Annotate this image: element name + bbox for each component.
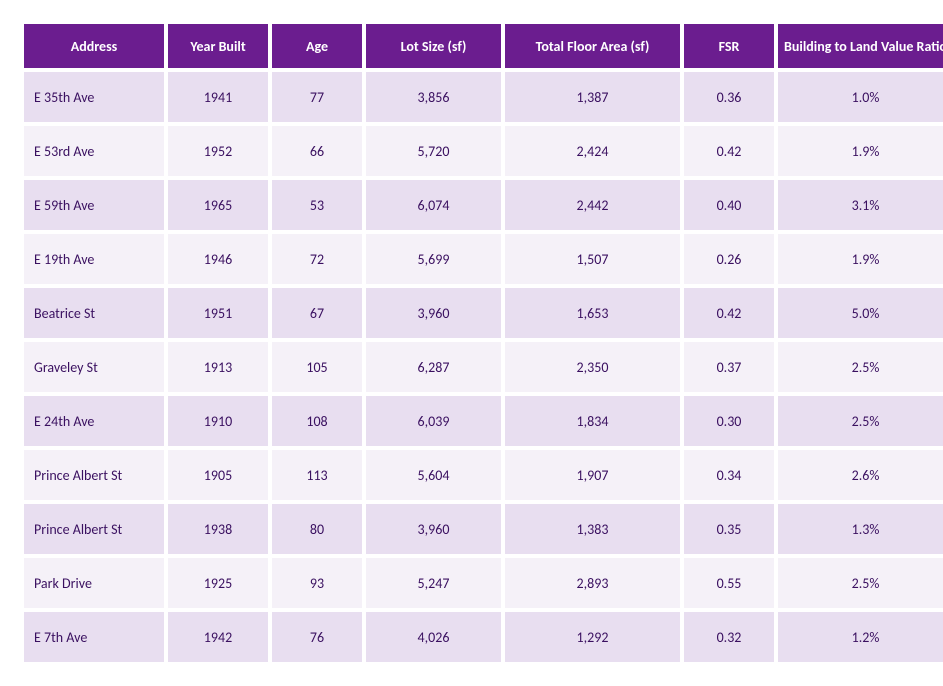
cell-address: E 53rd Ave — [24, 126, 164, 176]
cell-ratio: 1.0% — [778, 72, 943, 122]
cell-ratio: 1.2% — [778, 612, 943, 662]
table-row: E 19th Ave1946725,6991,5070.261.9% — [24, 234, 943, 284]
cell-floorArea: 1,292 — [505, 612, 680, 662]
cell-age: 53 — [272, 180, 362, 230]
cell-lotSize: 6,039 — [366, 396, 501, 446]
cell-lotSize: 5,699 — [366, 234, 501, 284]
cell-age: 77 — [272, 72, 362, 122]
cell-fsr: 0.55 — [684, 558, 774, 608]
cell-yearBuilt: 1905 — [168, 450, 268, 500]
cell-age: 80 — [272, 504, 362, 554]
cell-ratio: 2.5% — [778, 342, 943, 392]
table-row: Prince Albert St1938803,9601,3830.351.3% — [24, 504, 943, 554]
cell-yearBuilt: 1951 — [168, 288, 268, 338]
cell-age: 108 — [272, 396, 362, 446]
cell-address: E 7th Ave — [24, 612, 164, 662]
cell-fsr: 0.37 — [684, 342, 774, 392]
cell-lotSize: 5,247 — [366, 558, 501, 608]
cell-floorArea: 2,424 — [505, 126, 680, 176]
cell-floorArea: 1,834 — [505, 396, 680, 446]
table-row: E 59th Ave1965536,0742,4420.403.1% — [24, 180, 943, 230]
column-header-fsr: FSR — [684, 24, 774, 68]
cell-ratio: 2.6% — [778, 450, 943, 500]
cell-yearBuilt: 1941 — [168, 72, 268, 122]
cell-fsr: 0.42 — [684, 288, 774, 338]
column-header-age: Age — [272, 24, 362, 68]
column-header-floorArea: Total Floor Area (sf) — [505, 24, 680, 68]
cell-ratio: 5.0% — [778, 288, 943, 338]
table-row: E 24th Ave19101086,0391,8340.302.5% — [24, 396, 943, 446]
cell-address: Park Drive — [24, 558, 164, 608]
cell-address: Graveley St — [24, 342, 164, 392]
cell-lotSize: 3,856 — [366, 72, 501, 122]
cell-yearBuilt: 1946 — [168, 234, 268, 284]
column-header-lotSize: Lot Size (sf) — [366, 24, 501, 68]
cell-fsr: 0.30 — [684, 396, 774, 446]
cell-ratio: 1.9% — [778, 126, 943, 176]
cell-address: E 35th Ave — [24, 72, 164, 122]
cell-ratio: 3.1% — [778, 180, 943, 230]
cell-address: Beatrice St — [24, 288, 164, 338]
cell-floorArea: 1,907 — [505, 450, 680, 500]
cell-yearBuilt: 1942 — [168, 612, 268, 662]
cell-address: E 24th Ave — [24, 396, 164, 446]
cell-floorArea: 1,387 — [505, 72, 680, 122]
cell-yearBuilt: 1913 — [168, 342, 268, 392]
cell-floorArea: 2,442 — [505, 180, 680, 230]
cell-fsr: 0.32 — [684, 612, 774, 662]
cell-lotSize: 5,604 — [366, 450, 501, 500]
table-row: E 35th Ave1941773,8561,3870.361.0% — [24, 72, 943, 122]
cell-ratio: 1.3% — [778, 504, 943, 554]
table-row: E 53rd Ave1952665,7202,4240.421.9% — [24, 126, 943, 176]
cell-address: E 19th Ave — [24, 234, 164, 284]
cell-address: E 59th Ave — [24, 180, 164, 230]
cell-fsr: 0.26 — [684, 234, 774, 284]
cell-floorArea: 1,653 — [505, 288, 680, 338]
cell-lotSize: 3,960 — [366, 504, 501, 554]
cell-age: 72 — [272, 234, 362, 284]
cell-yearBuilt: 1965 — [168, 180, 268, 230]
cell-fsr: 0.40 — [684, 180, 774, 230]
cell-fsr: 0.42 — [684, 126, 774, 176]
cell-floorArea: 1,383 — [505, 504, 680, 554]
cell-yearBuilt: 1910 — [168, 396, 268, 446]
column-header-yearBuilt: Year Built — [168, 24, 268, 68]
column-header-ratio: Building to Land Value Ratio — [778, 24, 943, 68]
cell-age: 67 — [272, 288, 362, 338]
cell-address: Prince Albert St — [24, 504, 164, 554]
cell-floorArea: 2,893 — [505, 558, 680, 608]
cell-ratio: 1.9% — [778, 234, 943, 284]
cell-age: 113 — [272, 450, 362, 500]
cell-lotSize: 3,960 — [366, 288, 501, 338]
table-row: Graveley St19131056,2872,3500.372.5% — [24, 342, 943, 392]
table-body: E 35th Ave1941773,8561,3870.361.0%E 53rd… — [24, 72, 943, 662]
table-row: Prince Albert St19051135,6041,9070.342.6… — [24, 450, 943, 500]
table-header-row: AddressYear BuiltAgeLot Size (sf)Total F… — [24, 24, 943, 68]
cell-address: Prince Albert St — [24, 450, 164, 500]
cell-age: 105 — [272, 342, 362, 392]
table-row: Park Drive1925935,2472,8930.552.5% — [24, 558, 943, 608]
cell-ratio: 2.5% — [778, 396, 943, 446]
table-row: E 7th Ave1942764,0261,2920.321.2% — [24, 612, 943, 662]
cell-age: 66 — [272, 126, 362, 176]
cell-fsr: 0.36 — [684, 72, 774, 122]
cell-fsr: 0.35 — [684, 504, 774, 554]
cell-lotSize: 4,026 — [366, 612, 501, 662]
table-row: Beatrice St1951673,9601,6530.425.0% — [24, 288, 943, 338]
property-data-table: AddressYear BuiltAgeLot Size (sf)Total F… — [20, 20, 943, 666]
cell-age: 93 — [272, 558, 362, 608]
cell-lotSize: 6,074 — [366, 180, 501, 230]
cell-lotSize: 5,720 — [366, 126, 501, 176]
cell-fsr: 0.34 — [684, 450, 774, 500]
cell-age: 76 — [272, 612, 362, 662]
cell-ratio: 2.5% — [778, 558, 943, 608]
column-header-address: Address — [24, 24, 164, 68]
cell-yearBuilt: 1938 — [168, 504, 268, 554]
cell-yearBuilt: 1925 — [168, 558, 268, 608]
cell-floorArea: 1,507 — [505, 234, 680, 284]
cell-floorArea: 2,350 — [505, 342, 680, 392]
cell-yearBuilt: 1952 — [168, 126, 268, 176]
cell-lotSize: 6,287 — [366, 342, 501, 392]
